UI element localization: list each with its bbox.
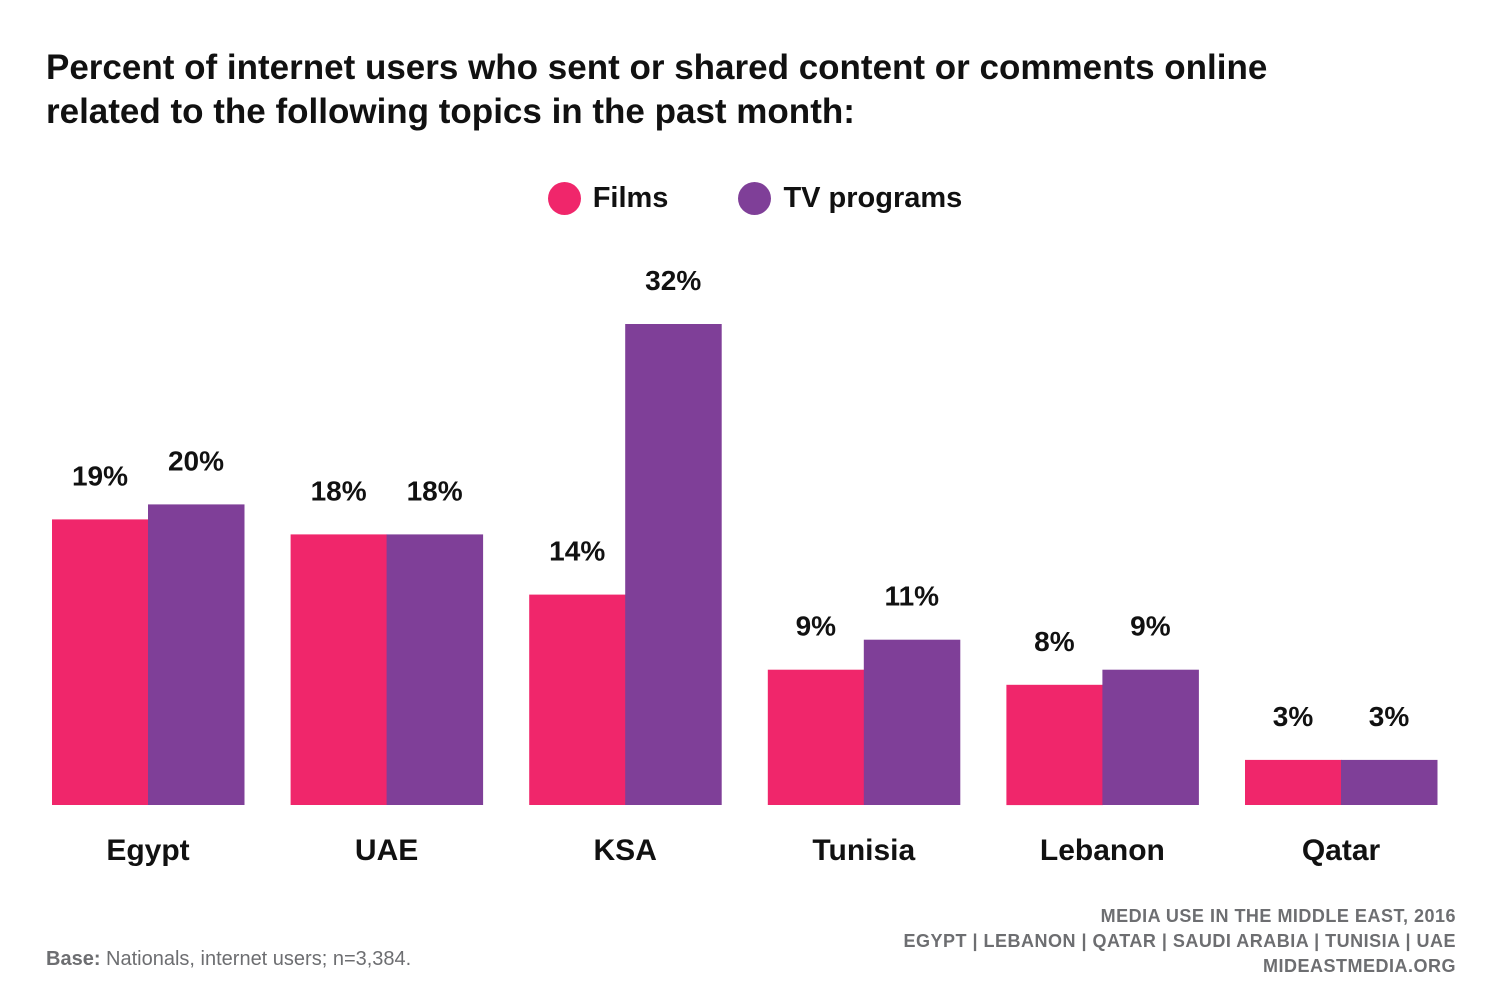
category-label-ksa: KSA	[594, 834, 657, 867]
legend-item-films: Films	[547, 182, 669, 215]
bar-tv-programs-tunisia	[863, 639, 961, 805]
bar-tv-programs-lebanon	[1102, 669, 1199, 805]
category-label-tunisia: Tunisia	[812, 834, 915, 867]
data-label-films-lebanon: 8%	[1034, 626, 1075, 657]
legend-tv-programs-label: TV programs	[783, 182, 963, 214]
bar-tv-programs-qatar	[1341, 759, 1438, 805]
base-note: Base: Nationals, internet users; n=3,384…	[46, 948, 411, 971]
chart-title: Percent of internet users who sent or sh…	[46, 46, 1446, 134]
legend-films-swatch	[547, 182, 581, 215]
source-line-1: MEDIA USE IN THE MIDDLE EAST, 2016	[1100, 906, 1456, 926]
data-label-tv-programs-tunisia: 11%	[885, 581, 940, 612]
source-credit: MEDIA USE IN THE MIDDLE EAST, 2016 EGYPT…	[903, 904, 1456, 979]
base-note-text: Nationals, internet users; n=3,384.	[100, 948, 412, 970]
data-label-films-egypt: 19%	[72, 460, 128, 491]
category-label-qatar: Qatar	[1302, 834, 1381, 867]
legend-item-tv-programs: TV programs	[738, 182, 962, 215]
bar-tv-programs-ksa	[625, 324, 722, 805]
data-label-films-tunisia: 9%	[796, 611, 837, 642]
data-label-films-uae: 18%	[311, 475, 367, 506]
category-label-lebanon: Lebanon	[1040, 834, 1165, 867]
bar-films-qatar	[1245, 759, 1342, 805]
bar-films-ksa	[529, 594, 626, 805]
base-note-prefix: Base:	[46, 948, 101, 970]
legend-tv-programs-swatch	[738, 182, 772, 215]
chart-title-line-1: Percent of internet users who sent or sh…	[46, 48, 1268, 87]
bar-films-lebanon	[1006, 684, 1103, 806]
category-label-uae: UAE	[355, 834, 418, 867]
bar-films-tunisia	[767, 669, 865, 805]
chart-legend: Films TV programs	[0, 182, 1500, 215]
bar-tv-programs-egypt	[148, 504, 245, 805]
data-label-tv-programs-lebanon: 9%	[1130, 611, 1171, 642]
data-label-tv-programs-ksa: 32%	[645, 265, 701, 296]
data-label-tv-programs-uae: 18%	[407, 475, 463, 506]
data-label-films-ksa: 14%	[549, 536, 605, 567]
data-label-tv-programs-qatar: 3%	[1369, 701, 1410, 732]
data-label-tv-programs-egypt: 20%	[168, 445, 224, 476]
category-label-egypt: Egypt	[106, 834, 189, 867]
source-line-3: MIDEASTMEDIA.ORG	[1262, 956, 1456, 976]
data-label-films-qatar: 3%	[1273, 701, 1314, 732]
source-line-2: EGYPT | LEBANON | QATAR | SAUDI ARABIA |…	[903, 931, 1456, 951]
bar-films-egypt	[52, 519, 149, 805]
legend-films-label: Films	[592, 182, 669, 214]
bar-tv-programs-uae	[386, 534, 484, 805]
chart-title-line-2: related to the following topics in the p…	[46, 92, 855, 131]
bar-films-uae	[290, 534, 388, 805]
